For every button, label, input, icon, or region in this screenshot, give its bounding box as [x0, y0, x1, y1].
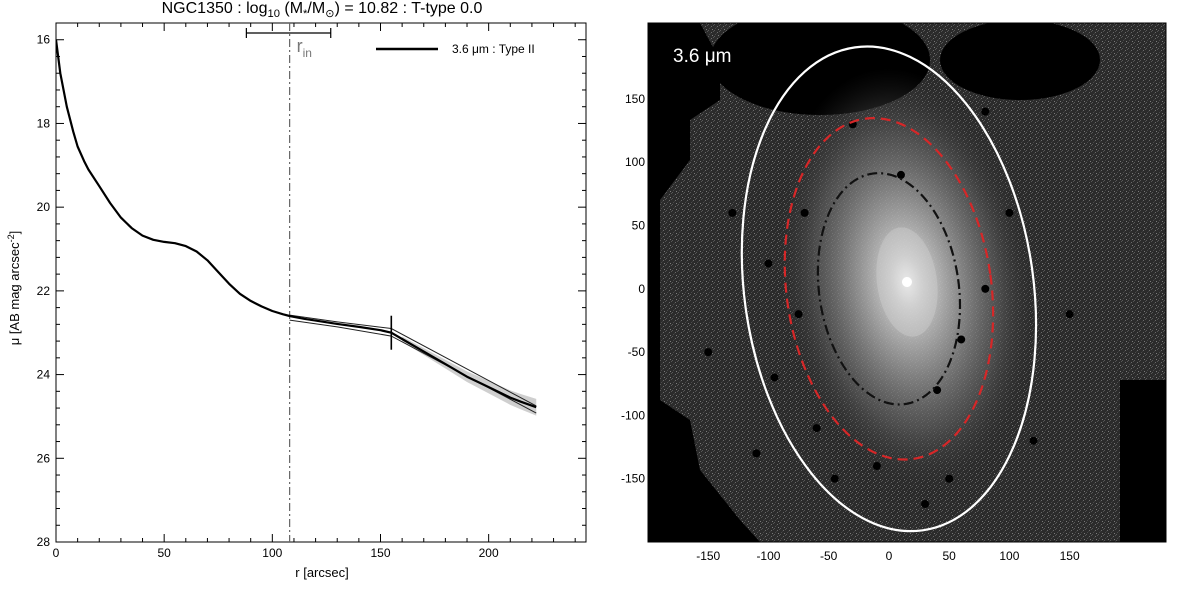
- masked-source: [728, 208, 737, 217]
- masked-source: [812, 94, 821, 103]
- masked-source: [752, 449, 761, 458]
- masked-source: [794, 310, 803, 319]
- image-x-tick-label: -50: [820, 549, 838, 563]
- image-y-tick-label: -100: [621, 408, 645, 422]
- masked-source: [800, 208, 809, 217]
- uncertainty-band: [402, 336, 537, 416]
- x-tick-label: 200: [479, 546, 499, 560]
- galaxy-image: 3.6 μm -150 -100 -50 0 50 100 150 150 100 50 0 -50 -…: [621, 22, 1167, 563]
- masked-source: [770, 373, 779, 382]
- x-tick-label: 100: [262, 546, 282, 560]
- masked-source: [896, 170, 905, 179]
- masked-source: [1005, 208, 1014, 217]
- image-x-tick-label: 0: [886, 549, 893, 563]
- image-x-tick-label: -100: [756, 549, 780, 563]
- masked-source: [764, 259, 773, 268]
- x-axis-label: r [arcsec]: [295, 565, 349, 580]
- ellipse-outer: [740, 45, 1038, 533]
- legend-label: 3.6 μm : Type II: [452, 42, 535, 56]
- x-tick-label: 50: [157, 546, 171, 560]
- image-frame: [647, 22, 1167, 543]
- y-tick-label: 16: [37, 33, 51, 47]
- masked-source: [872, 462, 881, 471]
- image-x-tick-label: 50: [942, 549, 956, 563]
- masked-source: [981, 107, 990, 116]
- masked-region: [940, 23, 1100, 100]
- image-y-tick-label: 0: [638, 282, 645, 296]
- y-tick-label: 18: [37, 116, 51, 130]
- chart-title: NGC1350 : log10 (M*/M⊙) = 10.82 : T-type…: [161, 0, 483, 21]
- masked-source: [957, 335, 966, 344]
- y-tick-label: 26: [37, 451, 51, 465]
- masked-region: [1120, 390, 1166, 450]
- ellipse-inner: [816, 172, 962, 406]
- model-fit-line: [289, 319, 537, 414]
- profile-line: [56, 39, 537, 409]
- masked-source: [1029, 436, 1038, 445]
- x-tick-label: 0: [53, 546, 60, 560]
- ellipse-break: [783, 117, 995, 461]
- r-in-label: rin: [297, 36, 312, 60]
- y-tick-label: 20: [37, 200, 51, 214]
- band-label: 3.6 μm: [673, 46, 731, 67]
- masked-source: [981, 284, 990, 293]
- image-x-tick-label: -150: [696, 549, 720, 563]
- masked-source: [921, 500, 930, 509]
- profile-plot: 0 50 100 150 200 16 18 20 22 24 26 28 rin 3.6 μm : T…: [37, 22, 587, 560]
- masked-source: [945, 474, 954, 483]
- x-tick-label: 150: [370, 546, 390, 560]
- y-tick-label: 22: [37, 284, 51, 298]
- image-y-tick-label: 50: [632, 219, 646, 233]
- masked-source: [1065, 310, 1074, 319]
- image-x-tick-label: 100: [999, 549, 1019, 563]
- image-y-tick-label: 150: [625, 92, 645, 106]
- masked-source: [704, 348, 713, 357]
- image-x-tick-label: 150: [1060, 549, 1080, 563]
- plot-frame: [55, 22, 587, 543]
- y-tick-label: 28: [37, 535, 51, 549]
- galaxy-nucleus: [902, 277, 912, 287]
- image-y-tick-label: 100: [625, 155, 645, 169]
- masked-source: [830, 474, 839, 483]
- model-fit-line: [289, 314, 537, 407]
- image-y-tick-label: -50: [628, 345, 646, 359]
- image-y-tick-label: -150: [621, 472, 645, 486]
- masked-source: [812, 424, 821, 433]
- y-tick-label: 24: [37, 368, 51, 382]
